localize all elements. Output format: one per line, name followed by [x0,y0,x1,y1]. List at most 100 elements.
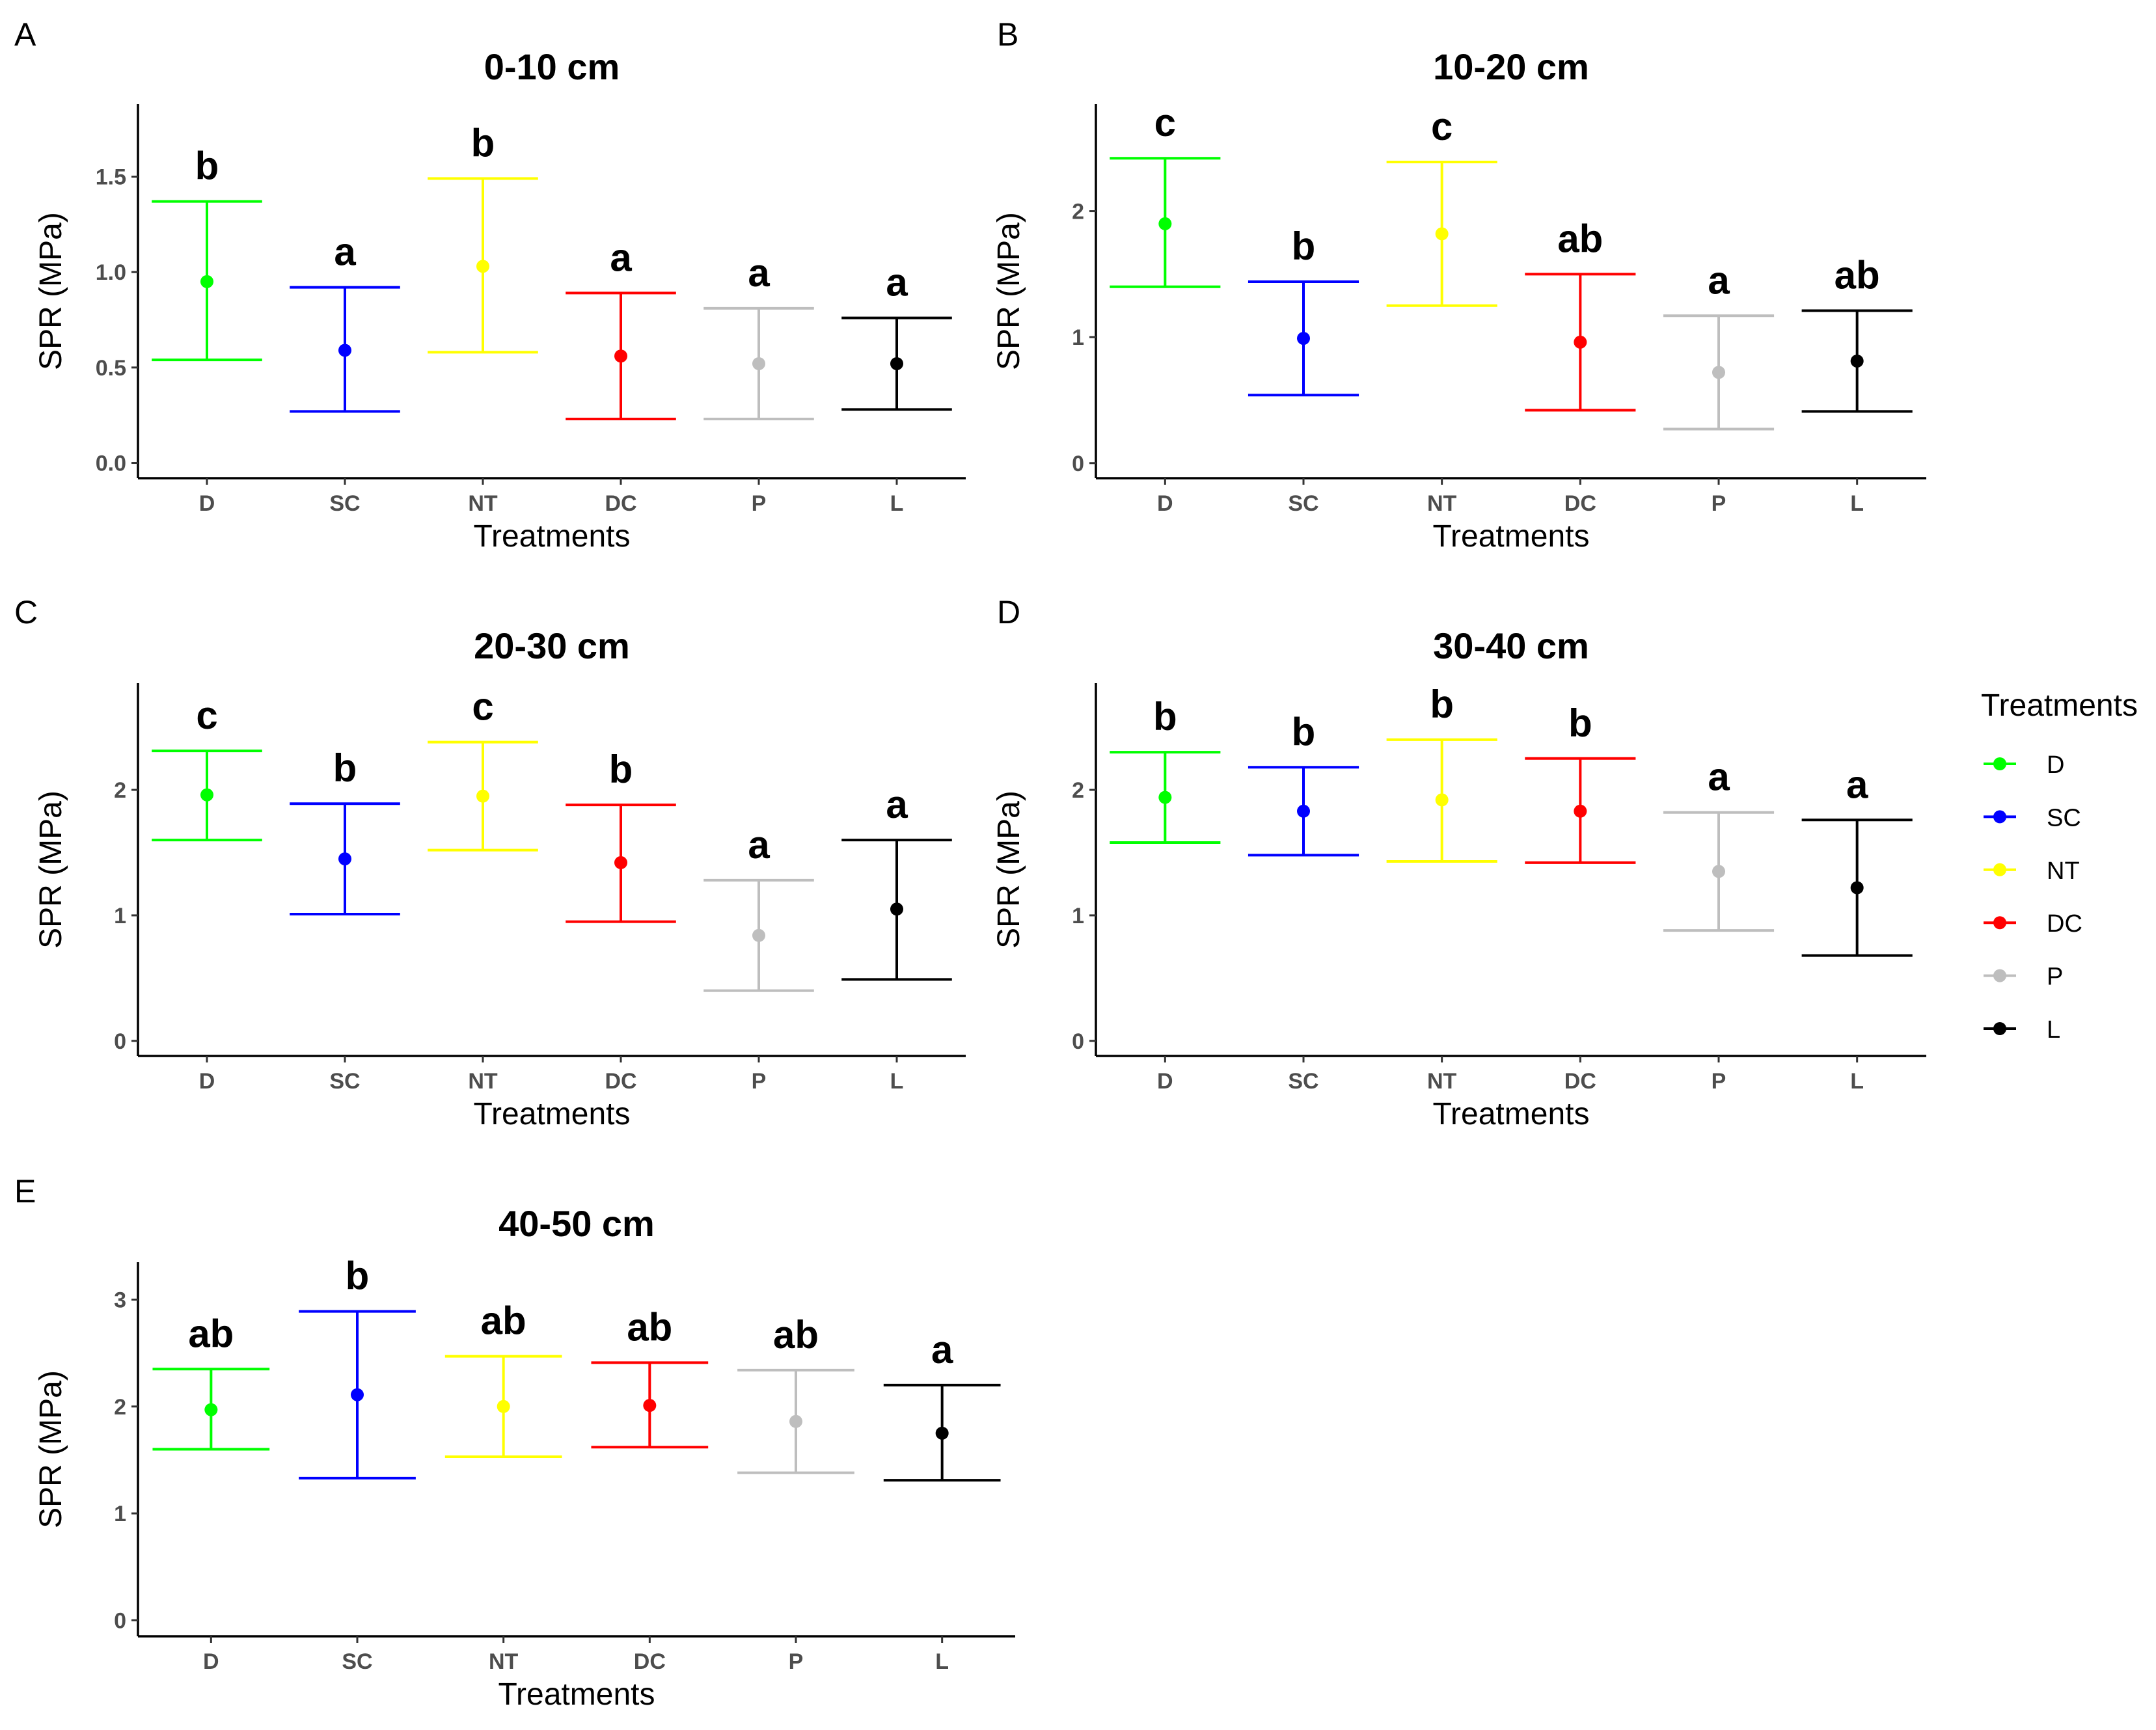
mean-point-NT [476,260,489,273]
mean-point-DC [1574,804,1587,818]
significance-letter: b [1153,695,1177,738]
significance-letter: c [1154,101,1176,144]
significance-letter: ab [1557,217,1603,260]
y-axis-title: SPR (MPa) [992,791,1026,949]
significance-letter: b [346,1254,370,1298]
significance-letter: ab [773,1313,819,1357]
significance-letter: a [1708,258,1730,302]
panel-title: 40-50 cm [498,1203,655,1244]
y-axis-title: SPR (MPa) [992,212,1026,370]
y-axis-title: SPR (MPa) [34,1370,68,1528]
x-tick-label: SC [1288,491,1318,516]
y-tick-label: 1 [1072,904,1084,928]
y-tick-label: 2 [114,778,126,803]
mean-point-DC [614,349,627,363]
significance-letter: a [1708,755,1730,799]
significance-letter: b [609,748,633,791]
mean-point-SC [338,852,351,866]
x-tick-label: SC [342,1649,372,1674]
panel-letter: D [997,594,1020,630]
x-tick-label: DC [1564,491,1596,516]
x-tick-label: P [1712,1069,1726,1094]
x-tick-label: SC [329,491,360,516]
x-tick-label: DC [634,1649,666,1674]
panel-title: 20-30 cm [474,625,630,666]
y-tick-label: 1 [1072,325,1084,350]
x-tick-label: L [890,1069,904,1094]
significance-letter: ab [188,1312,234,1355]
significance-letter: b [195,144,219,188]
legend: Treatments D SC NT DC PL [1981,688,2138,1044]
legend-key-SC [1984,810,2016,824]
significance-letter: b [1430,683,1454,726]
mean-point-D [200,275,213,288]
legend-key-point [1993,969,2006,982]
y-tick-label: 0 [114,1608,126,1633]
panel-letter: E [14,1173,36,1210]
mean-point-D [1158,791,1172,804]
y-axis-title: SPR (MPa) [34,212,68,370]
significance-letter: a [334,230,356,274]
mean-point-NT [1435,227,1449,241]
x-tick-label: L [935,1649,949,1674]
significance-letter: c [1431,105,1453,148]
y-tick-label: 0 [1072,1029,1084,1054]
x-tick-label: L [1850,1069,1864,1094]
x-tick-label: SC [329,1069,360,1094]
panel-A: A 0-10 cm 0.0 0.5 1.0 1.5 D SC NT DC P L Treatments S… [14,16,966,554]
legend-key-NT [1984,863,2016,876]
legend-label: L [2047,1016,2060,1044]
legend-key-DC [1984,916,2016,930]
mean-point-D [200,788,213,802]
legend-key-P [1984,969,2016,982]
significance-letter: b [1568,701,1592,745]
mean-point-L [935,1426,949,1440]
mean-point-SC [351,1388,364,1401]
mean-point-L [1850,354,1864,368]
legend-key-point [1993,1022,2006,1035]
legend-key-point [1993,916,2006,930]
legend-label: P [2047,964,2063,991]
y-axis-title: SPR (MPa) [34,791,68,949]
y-tick-label: 2 [1072,778,1084,803]
significance-letter: ab [481,1299,526,1343]
y-tick-label: 2 [114,1395,126,1420]
legend-key-point [1993,757,2006,770]
significance-letter: b [333,746,357,790]
x-tick-label: P [752,491,767,516]
x-tick-label: DC [605,1069,636,1094]
panel-D: D 30-40 cm 0 1 2 D SC NT DC P L Treatments SPR (MPa)… [992,594,1926,1131]
significance-letter: a [886,783,908,826]
significance-letter: a [931,1328,953,1372]
legend-label: SC [2047,804,2081,831]
significance-letter: a [1846,763,1868,806]
x-tick-label: NT [1427,1069,1457,1094]
significance-letter: b [1292,710,1316,753]
mean-point-P [1712,865,1725,878]
panel-B: B 10-20 cm 0 1 2 D SC NT DC P L Treatments SPR (MPa)… [992,16,1926,554]
y-tick-label: 1.0 [96,260,126,285]
x-tick-label: DC [1564,1069,1596,1094]
mean-point-DC [1574,335,1587,349]
y-tick-label: 0 [1072,452,1084,476]
panel-C: C 20-30 cm 0 1 2 D SC NT DC P L Treatments SPR (MPa)… [14,594,966,1131]
x-tick-label: P [752,1069,767,1094]
mean-point-SC [338,344,351,357]
legend-title: Treatments [1981,688,2138,723]
significance-letter: c [196,694,217,737]
y-tick-label: 0 [114,1029,126,1054]
y-tick-label: 0.0 [96,452,126,476]
x-axis-title: Treatments [1433,519,1590,554]
significance-letter: b [471,121,495,165]
legend-key-L [1984,1022,2016,1035]
mean-point-D [1158,217,1172,230]
x-tick-label: NT [468,1069,498,1094]
x-tick-label: D [1157,491,1173,516]
y-tick-label: 0.5 [96,356,126,381]
significance-letter: a [748,251,770,295]
panel-letter: A [14,16,36,53]
y-tick-label: 1 [114,904,126,928]
significance-letter: ab [1835,254,1880,297]
mean-point-P [1712,366,1725,379]
